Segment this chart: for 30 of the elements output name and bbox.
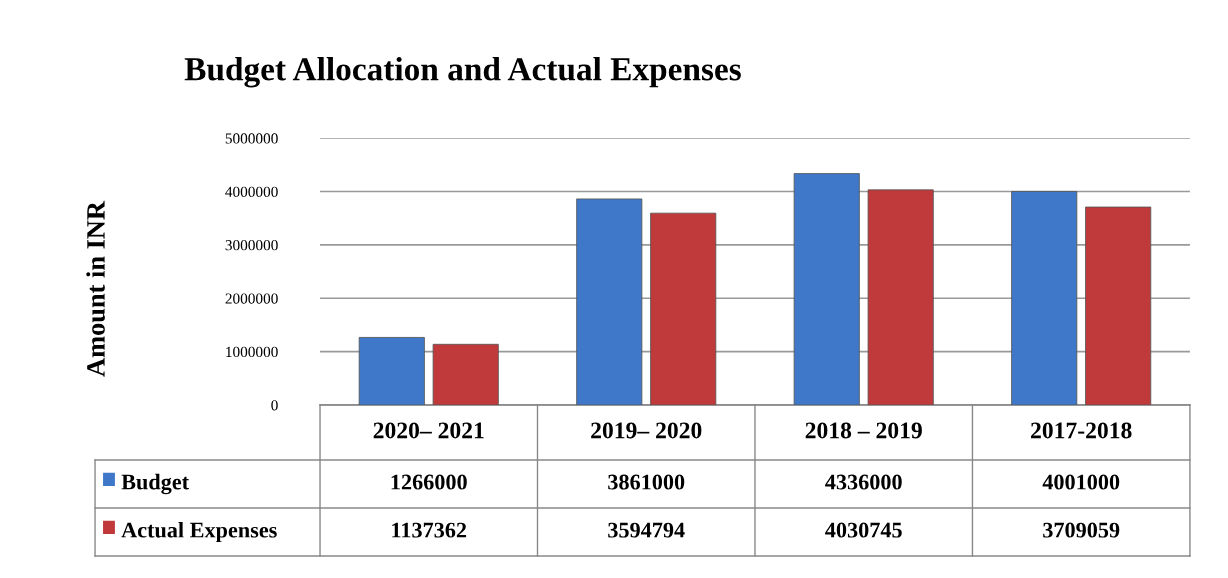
x-tick-label: 2017-2018 <box>1031 422 1132 439</box>
data-label: 3709059 <box>1043 522 1120 538</box>
data-label: 4001000 <box>1042 474 1120 490</box>
y-tick-label: 2000000 <box>225 293 278 304</box>
legend-label: Actual Expenses <box>121 521 277 543</box>
bar <box>867 189 934 405</box>
bar <box>1085 206 1152 405</box>
x-tick-label: 2019– 2020 <box>591 422 702 439</box>
data-label: 4336000 <box>825 474 902 490</box>
data-label: 3594794 <box>608 522 685 538</box>
bar <box>650 212 717 405</box>
bar <box>358 337 425 405</box>
y-axis-title: Amount in INR <box>86 200 105 377</box>
bar <box>1011 191 1078 405</box>
y-tick-label: 5000000 <box>225 133 278 144</box>
legend-label: Budget <box>121 473 189 495</box>
data-label: 4030745 <box>825 522 902 538</box>
y-tick-label: 3000000 <box>225 240 278 251</box>
bar <box>793 173 860 405</box>
x-tick-label: 2020– 2021 <box>373 422 484 439</box>
y-tick-label: 4000000 <box>225 186 278 197</box>
y-tick-label: 0 <box>271 400 278 411</box>
data-label: 3861000 <box>608 474 685 490</box>
bar <box>576 198 643 405</box>
data-label: 1266000 <box>391 474 467 490</box>
y-tick-label: 1000000 <box>226 346 278 358</box>
bar <box>432 343 499 405</box>
x-tick-label: 2018 – 2019 <box>805 422 922 439</box>
data-label: 1137362 <box>392 522 467 538</box>
chart-title: Budget Allocation and Actual Expenses <box>184 57 741 88</box>
